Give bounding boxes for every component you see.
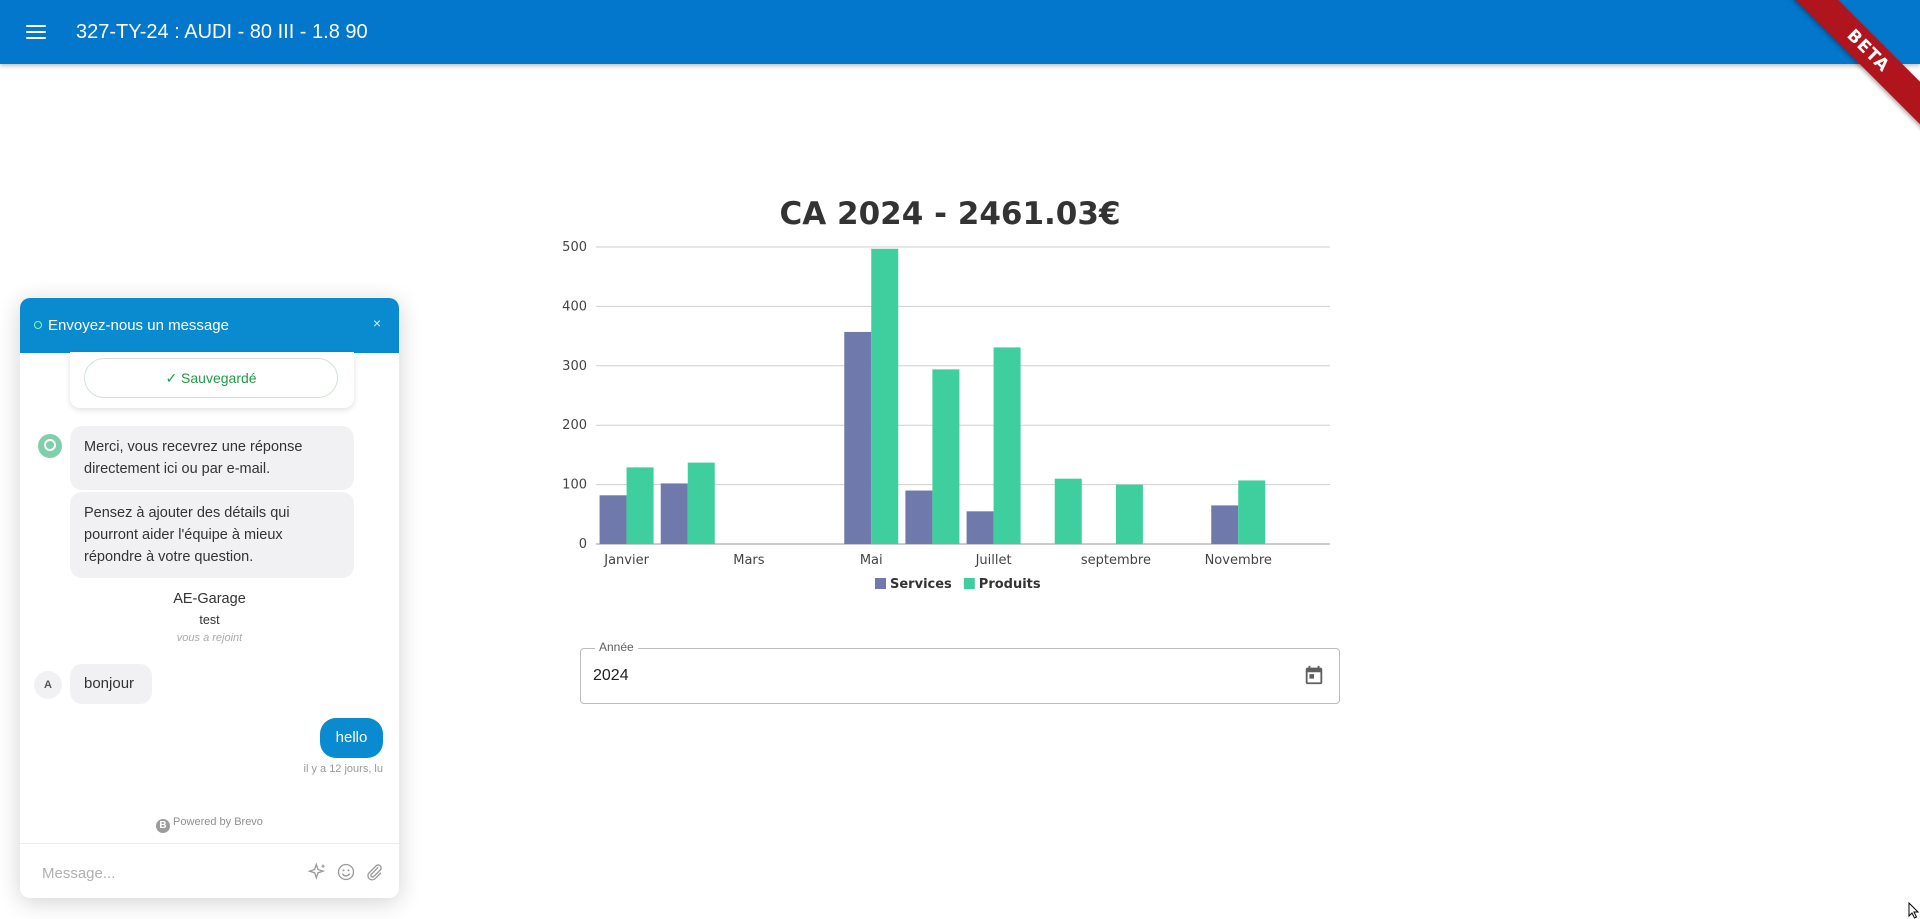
year-field-label: Année (595, 640, 638, 654)
x-tick-label: Janvier (603, 553, 649, 568)
bar-services (599, 495, 627, 544)
agent-subtitle: test (199, 613, 220, 627)
legend-swatch (875, 578, 886, 589)
saved-button[interactable]: ✓ Sauvegardé (84, 358, 338, 398)
y-tick-label: 0 (579, 537, 587, 552)
bar-services (966, 511, 994, 544)
close-icon[interactable]: × (372, 315, 381, 331)
saved-card: ✓ Sauvegardé (70, 352, 354, 408)
avatar: A (34, 671, 62, 699)
incoming-message: bonjour (70, 664, 152, 704)
bot-message: Pensez à ajouter des détails qui pourron… (70, 492, 354, 578)
agent-name: AE-Garage (173, 591, 246, 607)
x-tick-label: Mai (860, 553, 883, 568)
menu-icon[interactable] (24, 20, 48, 44)
app-bar: 327-TY-24 : AUDI - 80 III - 1.8 90 (0, 0, 1920, 64)
year-field[interactable]: Année 2024 (580, 640, 1340, 704)
revenue-chart: 0 100 200 300 400 500 Janvier Mars Mai Juillet sep… (562, 240, 1330, 592)
outgoing-message: hello (320, 718, 383, 758)
message-status: il y a 12 jours, lu (303, 763, 383, 775)
emoji-icon[interactable] (336, 862, 356, 882)
bar-produits (1115, 484, 1143, 544)
x-tick-label: septembre (1081, 553, 1151, 568)
x-tick-label: Mars (733, 553, 765, 568)
message-composer (20, 843, 399, 898)
legend-label: Services (890, 577, 952, 592)
y-tick-label: 400 (562, 299, 587, 314)
x-tick-label: Juillet (975, 553, 1012, 568)
bar-produits (687, 462, 715, 544)
y-tick-label: 100 (562, 478, 587, 493)
beta-ribbon-label: BETA (1786, 0, 1920, 133)
chat-header-title: Envoyez-nous un message (48, 317, 229, 334)
chat-header: Envoyez-nous un message × (20, 298, 399, 353)
bar-services (1211, 505, 1239, 544)
bar-produits (871, 248, 899, 545)
message-input[interactable] (40, 861, 304, 885)
online-status-icon (34, 321, 42, 329)
chart-title: CA 2024 - 2461.03€ (779, 196, 1121, 232)
agent-joined-note: vous a rejoint (176, 632, 243, 644)
chat-widget: Envoyez-nous un message × ✓ Sauvegardé M… (20, 298, 399, 898)
ai-sparkle-icon[interactable] (308, 862, 328, 882)
bot-avatar-icon (38, 434, 62, 458)
bar-produits (1238, 480, 1266, 544)
y-tick-label: 500 (562, 240, 587, 255)
bar-services (905, 490, 933, 544)
bar-produits (993, 347, 1021, 544)
legend-swatch (963, 578, 975, 589)
page-title: 327-TY-24 : AUDI - 80 III - 1.8 90 (76, 21, 368, 43)
calendar-icon[interactable] (1303, 664, 1325, 686)
beta-ribbon: BETA (1780, 0, 1920, 140)
powered-by[interactable]: B Powered by Brevo (20, 816, 399, 833)
bar-produits (932, 369, 960, 544)
bar-produits (626, 467, 654, 544)
bot-message: Merci, vous recevrez une réponse directe… (70, 426, 354, 490)
legend-label: Produits (979, 577, 1041, 592)
y-tick-label: 300 (562, 359, 587, 374)
year-field-value[interactable]: 2024 (593, 667, 629, 684)
mouse-cursor-icon (1908, 902, 1920, 919)
powered-by-label: Powered by Brevo (173, 816, 263, 828)
bar-produits (1054, 478, 1082, 544)
y-tick-label: 200 (562, 418, 587, 433)
x-tick-label: Novembre (1205, 553, 1272, 568)
bar-services (660, 483, 688, 544)
brevo-logo-icon: B (156, 819, 171, 833)
attachment-icon[interactable] (364, 862, 384, 882)
bar-services (844, 331, 872, 544)
